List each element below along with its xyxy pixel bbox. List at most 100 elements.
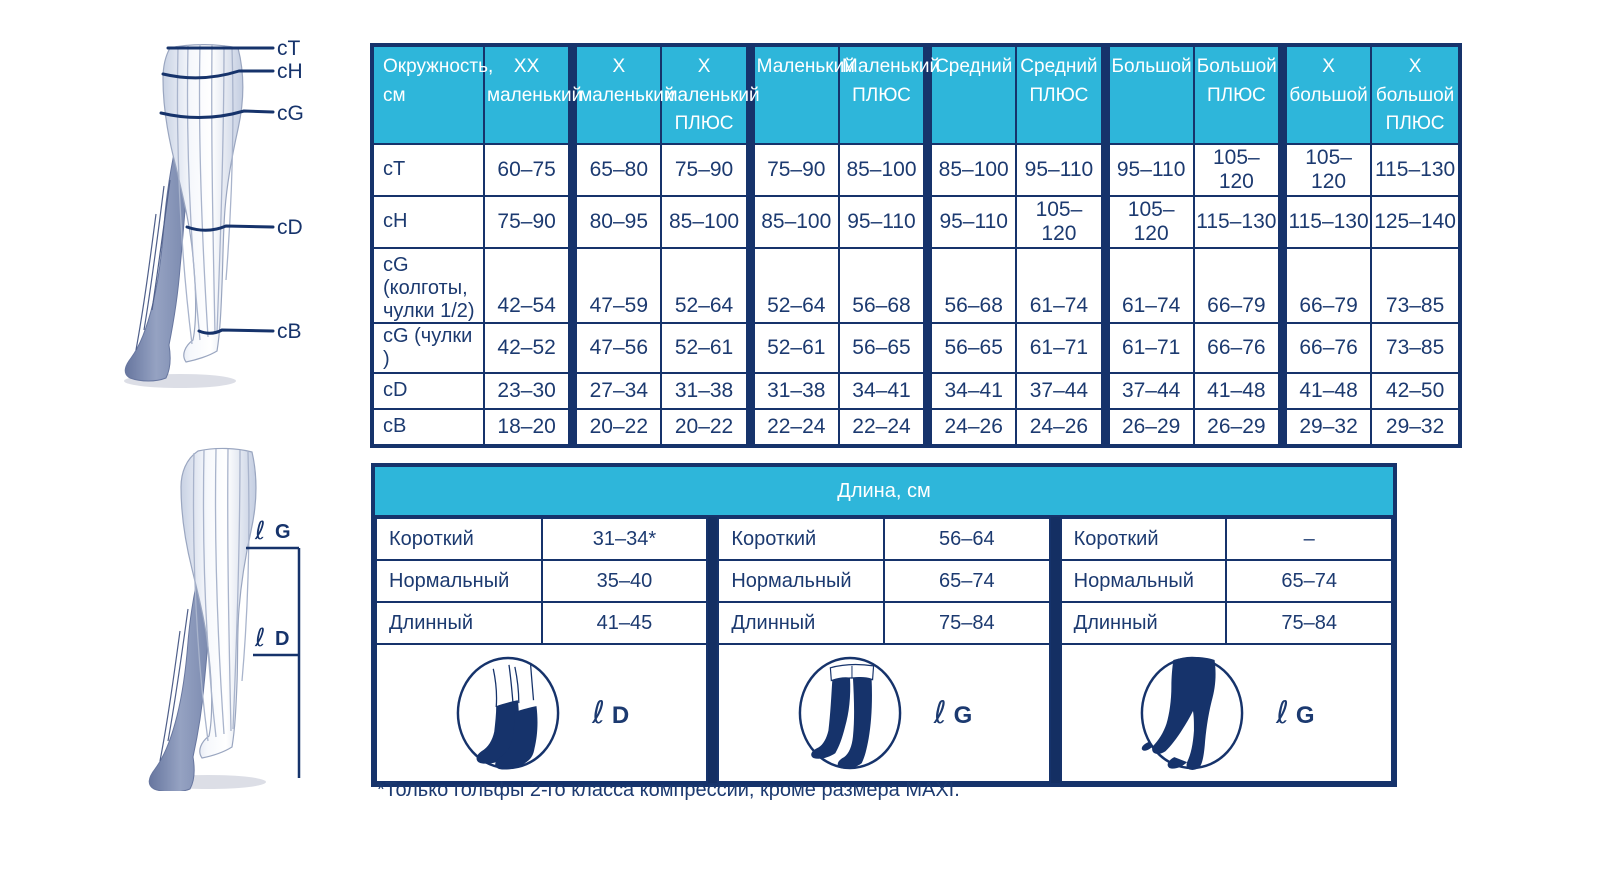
size-value-cell: 20–22 — [660, 407, 752, 447]
back-leg-stripes — [159, 608, 189, 762]
length-leg-diagram: ℓ G ℓ D — [148, 447, 301, 791]
size-value-cell: 52–61 — [745, 321, 840, 374]
size-value-cell: 26–29 — [1192, 407, 1284, 447]
knee-socks-icon — [456, 656, 560, 770]
size-value-cell: 47–59 — [568, 246, 663, 324]
size-value-cell: 42–50 — [1370, 371, 1461, 410]
length-d-letter: D — [275, 628, 289, 650]
size-column-header: X большой ПЛЮС — [1370, 44, 1461, 145]
table-row: cG (колготы, чулки 1/2) 42–54 47–59 52–6… — [371, 246, 1461, 324]
table-row: Короткий 56–64 — [717, 517, 1051, 561]
size-value-cell: 73–85 — [1370, 246, 1461, 324]
measure-label-cg: cG — [277, 102, 304, 125]
size-value-cell: 85–100 — [923, 142, 1018, 197]
stockings-icon — [798, 656, 902, 770]
size-value-cell: 27–34 — [568, 371, 663, 410]
size-value-cell: 41–48 — [1192, 371, 1284, 410]
size-value-cell: 56–68 — [837, 246, 929, 324]
front-leg-stripes — [192, 448, 250, 742]
size-value-cell: 52–61 — [660, 321, 752, 374]
size-column-header: Большой — [1100, 44, 1195, 145]
length-range-value: 31–34* — [540, 517, 709, 561]
ell-symbol: ℓ — [1276, 695, 1289, 731]
table-row: Длинный 75–84 — [1059, 601, 1393, 645]
table-row: Длинный 41–45 — [375, 601, 709, 645]
size-value-cell: 115–130 — [1277, 194, 1373, 249]
size-value-cell: 42–52 — [483, 321, 574, 374]
back-leg-shape — [124, 134, 188, 382]
size-value-cell: 95–110 — [1100, 142, 1195, 197]
size-value-cell: 61–74 — [1100, 246, 1195, 324]
size-value-cell: 24–26 — [923, 407, 1018, 447]
size-value-cell: 29–32 — [1277, 407, 1373, 447]
length-type-label: Нормальный — [375, 559, 543, 603]
size-value-cell: 125–140 — [1370, 194, 1461, 249]
group-divider — [708, 517, 718, 783]
size-column-header: Маленький ПЛЮС — [837, 44, 940, 145]
size-value-cell: 80–95 — [568, 194, 663, 249]
table-row: cD 23–30 27–34 31–38 31–38 34–41 34–41 3… — [371, 371, 1461, 410]
table-row: cB 18–20 20–22 20–22 22–24 22–24 24–26 2… — [371, 407, 1461, 447]
length-g-ell: ℓ — [254, 516, 265, 545]
length-group-knee-socks: Короткий 31–34* Нормальный 35–40 Длинный… — [374, 517, 709, 783]
row-label: cD — [371, 371, 485, 410]
size-value-cell: 115–130 — [1370, 142, 1461, 197]
size-value-cell: 52–64 — [745, 246, 840, 324]
size-value-cell: 105–120 — [1192, 142, 1284, 197]
size-value-cell: 20–22 — [568, 407, 663, 447]
length-range-value: 56–64 — [882, 517, 1051, 561]
size-value-cell: 29–32 — [1370, 407, 1461, 447]
length-group-tights: Короткий – Нормальный 65–74 Длинный 75–8… — [1059, 517, 1393, 783]
size-value-cell: 66–76 — [1192, 321, 1284, 374]
size-column-header: XX маленький — [483, 44, 582, 145]
measure-label-cd: cD — [277, 216, 303, 239]
size-column-header: Средний — [923, 44, 1018, 145]
footnote: *Только гольфы 2-го класса компрессии, к… — [377, 779, 960, 801]
size-value-cell: 85–100 — [745, 194, 840, 249]
table-row: Нормальный 65–74 — [717, 559, 1051, 603]
length-range-value: – — [1225, 517, 1393, 561]
size-value-cell: 60–75 — [483, 142, 574, 197]
length-table: Длина, см Короткий 31–34* Нормальный 35–… — [371, 463, 1397, 787]
length-type-label: Короткий — [717, 517, 885, 561]
size-column-header: X большой — [1277, 44, 1373, 145]
length-range-value: 35–40 — [540, 559, 709, 603]
length-range-value: 65–74 — [1225, 559, 1393, 603]
size-value-cell: 37–44 — [1100, 371, 1195, 410]
size-value-cell: 73–85 — [1370, 321, 1461, 374]
length-range-value: 75–84 — [1225, 601, 1393, 645]
length-bracket-lines — [246, 546, 301, 778]
size-column-header: X маленький ПЛЮС — [660, 44, 760, 145]
length-g-letter: G — [275, 521, 291, 543]
size-value-cell: 95–110 — [1015, 142, 1107, 197]
size-value-cell: 95–110 — [837, 194, 929, 249]
length-group-stockings: Короткий 56–64 Нормальный 65–74 Длинный … — [717, 517, 1051, 783]
size-value-cell: 18–20 — [483, 407, 574, 447]
front-leg-shape — [180, 447, 257, 759]
size-value-cell: 34–41 — [837, 371, 929, 410]
group-divider — [1050, 517, 1060, 783]
size-value-cell: 66–76 — [1277, 321, 1373, 374]
front-leg-stripes — [176, 43, 234, 345]
size-value-cell: 75–90 — [745, 142, 840, 197]
measurement-lines — [159, 46, 275, 335]
table-row: Длинный 75–84 — [717, 601, 1051, 645]
circumference-leg-diagram: cT cH cG cD cB — [124, 37, 304, 388]
size-value-cell: 22–24 — [837, 407, 929, 447]
row-label: cG (колготы, чулки 1/2) — [371, 246, 485, 324]
size-value-cell: 47–56 — [568, 321, 663, 374]
size-value-cell: 105–120 — [1277, 142, 1373, 197]
circumference-corner-header: Окружность, см — [371, 44, 493, 145]
size-value-cell: 95–110 — [923, 194, 1018, 249]
table-row: Нормальный 35–40 — [375, 559, 709, 603]
length-range-value: 75–84 — [882, 601, 1051, 645]
size-value-cell: 31–38 — [660, 371, 752, 410]
table-row: Короткий 31–34* — [375, 517, 709, 561]
length-type-label: Короткий — [1059, 517, 1228, 561]
size-value-cell: 61–71 — [1100, 321, 1195, 374]
table-row: Короткий – — [1059, 517, 1393, 561]
size-value-cell: 105–120 — [1015, 194, 1107, 249]
size-value-cell: 115–130 — [1192, 194, 1284, 249]
